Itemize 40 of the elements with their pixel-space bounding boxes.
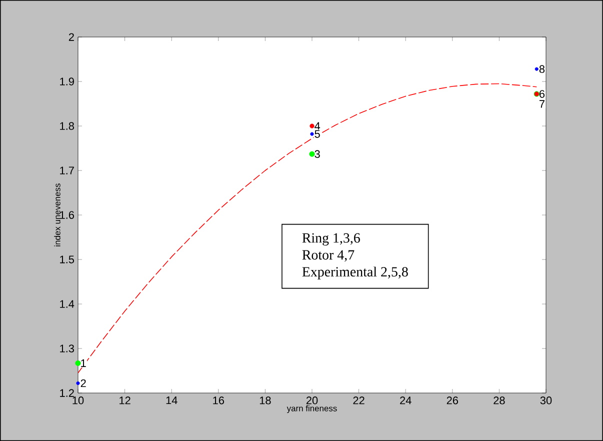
annotation: 3 — [314, 150, 320, 158]
x-tick-label: 26 — [446, 396, 458, 404]
x-tick-label: 16 — [213, 396, 224, 404]
annotation: Rotor 4,7 — [302, 250, 354, 262]
y-tick-label: 2 — [68, 33, 74, 41]
y-tick-label: 1.9 — [60, 78, 74, 86]
point — [310, 124, 314, 128]
y-tick-label: 1.3 — [60, 344, 74, 352]
x-tick-label: 12 — [120, 396, 130, 404]
point — [310, 132, 314, 136]
point — [309, 151, 315, 157]
y-tick-label: 1.6 — [60, 211, 74, 219]
x-tick-label: 22 — [353, 396, 364, 404]
annotation: 6 — [540, 90, 545, 98]
annotation: 2 — [80, 379, 86, 388]
annotation: 7 — [540, 100, 544, 108]
annotation: Ring 1,3,6 — [302, 233, 360, 246]
point — [534, 67, 538, 71]
annotation: Experimental 2,5,8 — [302, 266, 408, 280]
y-tick-label: 1.8 — [60, 122, 74, 130]
point — [75, 360, 81, 366]
y-tick-label: 1.7 — [60, 166, 74, 174]
annotation: 8 — [539, 65, 545, 73]
y-tick-label: 1.5 — [60, 256, 74, 264]
y-axis-title: index uneveness — [54, 184, 60, 246]
x-tick-label: 18 — [260, 396, 271, 404]
x-axis-title: yarn fineness — [286, 405, 337, 414]
y-tick-label: 1.2 — [60, 389, 74, 397]
annotation: 1 — [81, 359, 86, 367]
x-tick-label: 30 — [540, 396, 552, 404]
annotation: 5 — [314, 130, 320, 138]
line-series — [78, 83, 538, 374]
x-tick-label: 10 — [72, 396, 84, 404]
x-tick-label: 14 — [166, 396, 178, 404]
point — [76, 381, 80, 386]
annotation: 4 — [314, 122, 320, 130]
x-tick-label: 20 — [306, 396, 318, 404]
x-tick-label: 28 — [494, 396, 505, 404]
x-tick-label: 24 — [400, 396, 412, 404]
y-tick-label: 1.4 — [60, 300, 74, 308]
